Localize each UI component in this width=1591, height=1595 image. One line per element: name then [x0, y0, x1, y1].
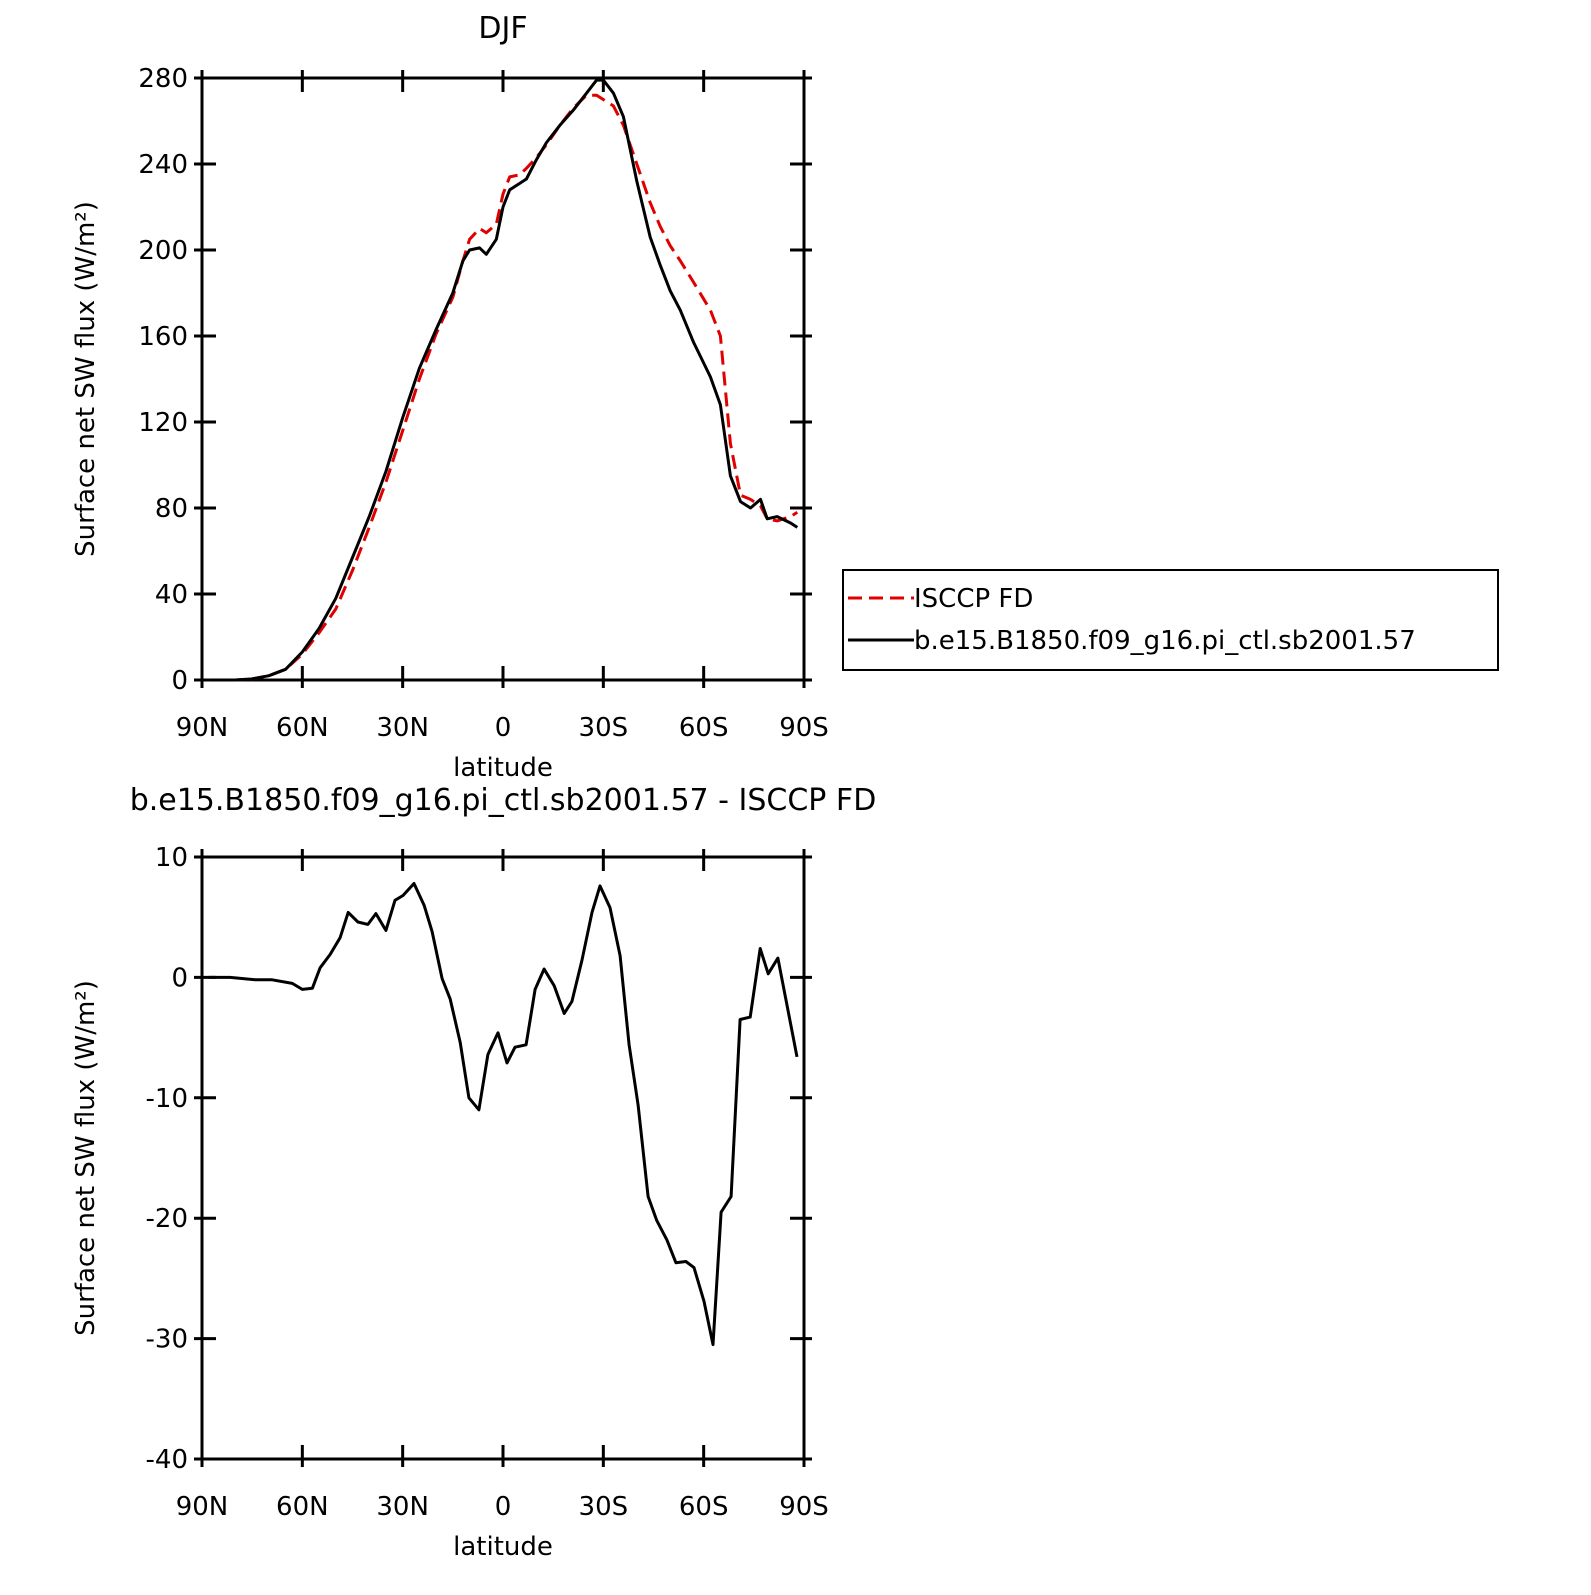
chart-title: b.e15.B1850.f09_g16.pi_ctl.sb2001.57 - I…	[130, 783, 877, 818]
x-tick-label: 30N	[376, 713, 429, 743]
y-tick-label: 160	[138, 322, 188, 352]
x-axis-label: latitude	[453, 753, 553, 783]
data-line	[208, 882, 799, 1347]
x-tick-label: 90S	[779, 713, 829, 743]
y-tick-label: -10	[146, 1084, 188, 1114]
y-tick-label: 0	[171, 666, 188, 696]
x-tick-label: 90S	[779, 1492, 829, 1522]
data-line	[208, 93, 799, 682]
x-tick-label: 60S	[679, 713, 729, 743]
x-tick-label: 60S	[679, 1492, 729, 1522]
x-axis-label: latitude	[453, 1532, 553, 1562]
x-tick-label: 60N	[276, 1492, 329, 1522]
x-tick-label: 60N	[276, 713, 329, 743]
y-tick-label: 200	[138, 236, 188, 266]
plot-frame	[200, 855, 806, 1461]
y-axis-label: Surface net SW flux (W/m²)	[71, 201, 101, 557]
y-axis-label: Surface net SW flux (W/m²)	[71, 980, 101, 1336]
y-tick-label: 40	[155, 580, 188, 610]
legend-box	[842, 569, 1499, 671]
x-tick-label: 90N	[176, 713, 229, 743]
y-tick-label: 10	[155, 843, 188, 873]
y-tick-label: 280	[138, 64, 188, 94]
y-tick-label: -20	[146, 1204, 188, 1234]
x-tick-label: 30S	[579, 1492, 629, 1522]
x-tick-label: 30S	[579, 713, 629, 743]
plot-frame	[200, 76, 806, 682]
data-line	[208, 78, 799, 682]
x-tick-label: 0	[495, 1492, 512, 1522]
y-tick-label: 120	[138, 408, 188, 438]
y-tick-label: -40	[146, 1445, 188, 1475]
y-tick-label: -30	[146, 1325, 188, 1355]
y-tick-label: 0	[171, 963, 188, 993]
legend-label: ISCCP FD	[914, 584, 1033, 614]
y-tick-label: 240	[138, 150, 188, 180]
x-tick-label: 30N	[376, 1492, 429, 1522]
chart-title: DJF	[478, 11, 527, 46]
legend-label: b.e15.B1850.f09_g16.pi_ctl.sb2001.57	[914, 626, 1416, 656]
x-tick-label: 0	[495, 713, 512, 743]
x-tick-label: 90N	[176, 1492, 229, 1522]
y-tick-label: 80	[155, 494, 188, 524]
